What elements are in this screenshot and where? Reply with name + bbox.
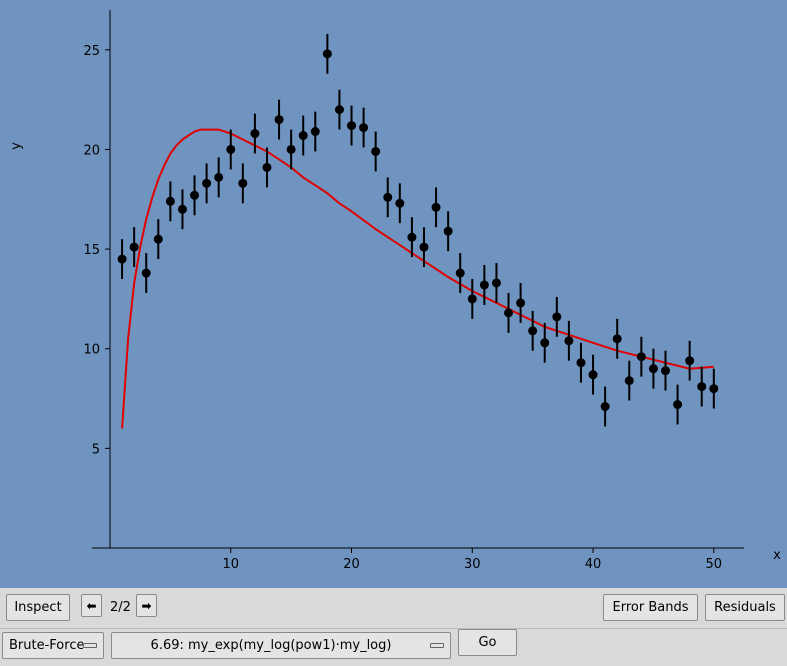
residuals-button[interactable]: Residuals <box>705 594 785 621</box>
fit-curve <box>121 128 714 429</box>
prev-page-button[interactable]: ⬅ <box>81 594 102 617</box>
data-point <box>310 127 320 137</box>
data-point <box>141 268 151 278</box>
data-point <box>673 400 683 410</box>
data-point <box>274 115 284 125</box>
inspect-label: Inspect <box>14 600 62 615</box>
data-point <box>443 226 453 236</box>
data-point <box>588 370 598 380</box>
controls-row: Brute-Force 6.69: my_exp(my_log(pow1)·my… <box>0 628 787 666</box>
error-bands-button[interactable]: Error Bands <box>603 594 698 621</box>
y-tick-label: 20 <box>83 143 100 158</box>
data-point <box>298 131 308 141</box>
y-tick-label: 25 <box>83 44 100 59</box>
data-point <box>576 358 586 368</box>
x-tick-label: 40 <box>585 557 602 572</box>
data-point <box>624 376 634 386</box>
data-point <box>129 242 139 252</box>
data-point <box>153 234 163 244</box>
data-point <box>202 178 212 188</box>
toolbar-row: Inspect ⬅ 2/2 ➡ Error Bands Residuals <box>0 588 787 628</box>
data-point <box>347 121 357 131</box>
data-point <box>322 49 332 59</box>
data-points-layer <box>117 33 719 427</box>
data-point <box>177 204 187 214</box>
inspect-button[interactable]: Inspect <box>6 594 70 621</box>
dropdown-indicator-icon <box>430 643 444 648</box>
x-tick-label: 20 <box>343 557 360 572</box>
data-point <box>431 202 441 212</box>
data-point <box>612 334 622 344</box>
data-point <box>455 268 465 278</box>
data-point <box>540 338 550 348</box>
data-point <box>636 352 646 362</box>
x-tick-label: 50 <box>706 557 723 572</box>
data-point <box>371 146 381 156</box>
data-point <box>334 105 344 115</box>
x-axis-label: x <box>773 548 781 563</box>
data-point <box>661 366 671 376</box>
go-button[interactable]: Go <box>458 629 517 656</box>
fit-curve-layer <box>121 128 714 429</box>
data-point <box>552 312 562 322</box>
go-label: Go <box>478 635 497 650</box>
data-point <box>467 294 477 304</box>
data-point <box>600 402 610 412</box>
data-point <box>359 123 369 133</box>
data-point <box>226 144 236 154</box>
data-point <box>685 356 695 366</box>
method-selected-value: Brute-Force <box>9 638 83 653</box>
data-point <box>648 364 658 374</box>
y-tick-label: 15 <box>83 243 100 258</box>
axis-labels: xy <box>9 142 781 563</box>
data-point <box>395 198 405 208</box>
data-point <box>504 308 514 318</box>
data-point <box>419 242 429 252</box>
data-point <box>528 326 538 336</box>
data-point <box>117 254 127 264</box>
data-point <box>697 382 707 392</box>
data-point <box>238 178 248 188</box>
error-bands-label: Error Bands <box>612 600 689 615</box>
data-point <box>190 190 200 200</box>
data-point <box>564 336 574 346</box>
data-point <box>516 298 526 308</box>
x-tick-label: 30 <box>464 557 481 572</box>
data-point <box>491 278 501 288</box>
data-point <box>262 162 272 172</box>
data-point <box>286 144 296 154</box>
next-page-button[interactable]: ➡ <box>136 594 157 617</box>
axes: 10 20 30 40 50 5 10 15 20 25 <box>83 10 744 572</box>
y-tick-label: 10 <box>83 343 100 358</box>
model-dropdown[interactable]: 6.69: my_exp(my_log(pow1)·my_log) <box>111 632 451 659</box>
dropdown-indicator-icon <box>83 643 97 648</box>
data-point <box>165 196 175 206</box>
model-selected-value: 6.69: my_exp(my_log(pow1)·my_log) <box>150 638 392 653</box>
y-axis-label: y <box>9 142 24 150</box>
data-point <box>407 232 417 242</box>
data-point <box>383 192 393 202</box>
data-point <box>709 384 719 394</box>
arrow-left-icon: ⬅ <box>86 598 97 613</box>
page-indicator: 2/2 <box>110 600 131 615</box>
data-point <box>214 172 224 182</box>
residuals-label: Residuals <box>714 600 776 615</box>
data-point <box>250 129 260 139</box>
arrow-right-icon: ➡ <box>141 598 152 613</box>
y-tick-label: 5 <box>92 442 100 457</box>
method-dropdown[interactable]: Brute-Force <box>2 632 104 659</box>
x-tick-label: 10 <box>222 557 239 572</box>
data-point <box>479 280 489 290</box>
